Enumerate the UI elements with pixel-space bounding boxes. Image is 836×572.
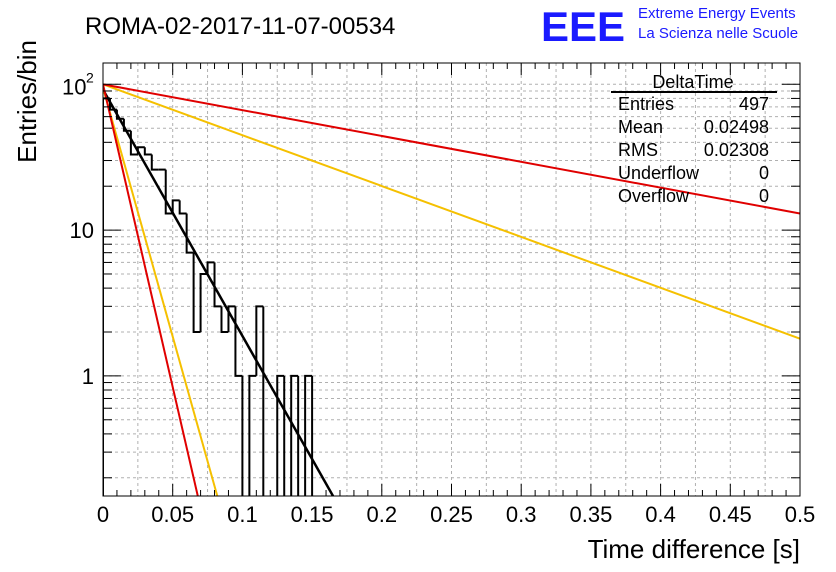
x-tick-label: 0.5 bbox=[785, 502, 816, 527]
stats-value: 0 bbox=[759, 163, 769, 183]
stats-value: 497 bbox=[739, 94, 769, 114]
y-tick-label: 10 bbox=[70, 218, 94, 243]
histogram-bin bbox=[255, 305, 264, 376]
stats-value: 0 bbox=[759, 186, 769, 206]
stats-value: 0.02498 bbox=[704, 117, 769, 137]
logo-tagline-1: Extreme Energy Events bbox=[638, 5, 796, 22]
histogram-bin bbox=[227, 305, 236, 332]
x-tick-label: 0.35 bbox=[569, 502, 612, 527]
histogram-bin bbox=[248, 374, 257, 496]
y-tick-label: 10 bbox=[62, 74, 86, 99]
stats-title: DeltaTime bbox=[652, 72, 733, 92]
histogram-bin bbox=[290, 374, 299, 496]
fit-curves bbox=[103, 83, 800, 496]
histogram-bin bbox=[206, 261, 215, 274]
histogram-bin bbox=[192, 252, 201, 333]
x-tick-label: 0.05 bbox=[151, 502, 194, 527]
histogram-bin bbox=[220, 306, 229, 333]
x-tick-labels: 0 0.05 0.1 0.15 0.2 0.25 0.3 0.35 0.4 0.45 0.5 bbox=[97, 502, 815, 527]
histogram-bin bbox=[304, 374, 313, 496]
histogram-bin bbox=[164, 169, 173, 215]
y-axis-title: Entries/bin bbox=[12, 40, 42, 163]
x-tick-label: 0 bbox=[97, 502, 109, 527]
histogram-bin bbox=[185, 213, 194, 254]
x-tick-label: 0.2 bbox=[367, 502, 398, 527]
histogram-bin bbox=[143, 147, 152, 156]
fit-curve-2 bbox=[103, 83, 800, 215]
y-tick-label: 1 bbox=[82, 364, 94, 389]
histogram-bin bbox=[171, 199, 180, 214]
histogram-bin bbox=[213, 262, 222, 308]
fit-curve-0 bbox=[103, 88, 335, 496]
logo-tagline-2: La Scienza nelle Scuole bbox=[638, 25, 798, 42]
stats-value: 0.02308 bbox=[704, 140, 769, 160]
stats-label: Overflow bbox=[618, 186, 690, 206]
histogram-bin bbox=[115, 109, 124, 120]
histogram-bin bbox=[129, 130, 138, 156]
run-title: ROMA-02-2017-11-07-00534 bbox=[85, 13, 395, 40]
fit-curve-3 bbox=[103, 87, 219, 496]
grid-lines bbox=[103, 63, 800, 496]
histogram-bin bbox=[276, 374, 285, 496]
histogram-bin bbox=[262, 306, 265, 496]
histogram-bin bbox=[241, 375, 244, 496]
x-axis-title: Time difference [s] bbox=[588, 534, 800, 564]
x-tick-label: 0.25 bbox=[430, 502, 473, 527]
histogram-bin bbox=[108, 98, 117, 111]
histogram-bin bbox=[297, 375, 300, 496]
histogram-bin bbox=[234, 306, 243, 377]
stats-label: Underflow bbox=[618, 163, 700, 183]
x-tick-label: 0.15 bbox=[291, 502, 334, 527]
histogram-bin bbox=[178, 200, 187, 215]
histogram-bin bbox=[136, 146, 145, 155]
stats-label: Entries bbox=[618, 94, 674, 114]
histogram-bin bbox=[150, 154, 159, 171]
x-tick-label: 0.45 bbox=[709, 502, 752, 527]
y-tick-label-exponent: 2 bbox=[86, 69, 94, 85]
stats-label: Mean bbox=[618, 117, 663, 137]
stats-rows: Entries 497 Mean 0.02498 RMS 0.02308Underflow… bbox=[618, 94, 769, 206]
stats-box: DeltaTime Entries 497 Mean 0.02498 RMS 0.0230… bbox=[611, 72, 777, 206]
x-tick-label: 0.3 bbox=[506, 502, 537, 527]
histogram-bin bbox=[122, 118, 131, 132]
fit-curve-1 bbox=[103, 83, 800, 340]
eee-logo-text: EEE bbox=[541, 3, 625, 50]
histogram-bin bbox=[199, 272, 208, 332]
axis-ticks bbox=[103, 63, 800, 496]
fit-curve-4 bbox=[103, 84, 199, 496]
x-tick-label: 0.4 bbox=[645, 502, 676, 527]
histogram-bin bbox=[103, 97, 110, 496]
eee-logo: EEE Extreme Energy Events La Scienza nel… bbox=[541, 3, 798, 50]
stats-label: RMS bbox=[618, 140, 658, 160]
x-tick-label: 0.1 bbox=[227, 502, 258, 527]
histogram-bin bbox=[283, 375, 286, 496]
